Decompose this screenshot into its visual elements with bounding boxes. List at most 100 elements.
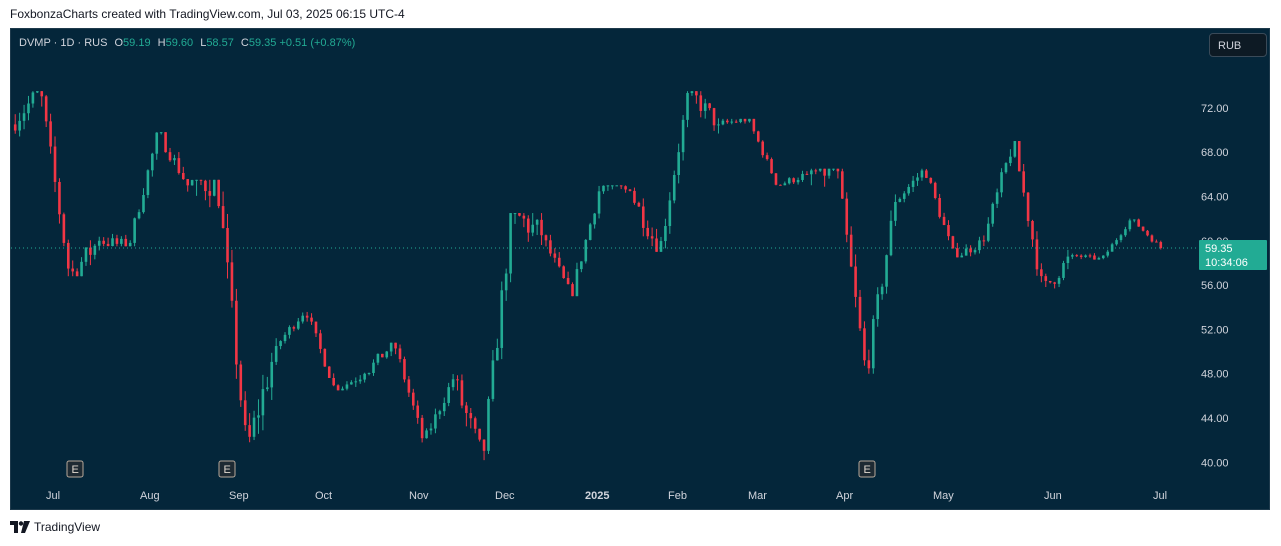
earnings-marker[interactable]: E (858, 460, 876, 478)
candle-body (208, 191, 212, 196)
candle-body (367, 373, 371, 375)
candle-body (195, 179, 198, 181)
candle-body (111, 238, 114, 247)
candle-body (787, 178, 791, 184)
candle-body (1141, 226, 1145, 231)
candle-body (557, 257, 561, 267)
candle-body (385, 351, 389, 358)
y-tick-label: 64.00 (1201, 191, 1229, 203)
earnings-marker[interactable]: E (218, 460, 236, 478)
candle-body (810, 170, 813, 175)
candle-body (403, 359, 406, 380)
candle-body (84, 247, 88, 262)
candle-body (394, 342, 397, 349)
candle-body (677, 152, 680, 176)
x-tick-label: Apr (836, 490, 853, 502)
candle-body (389, 342, 393, 352)
candle-body (774, 173, 778, 185)
candle-body (628, 189, 632, 191)
candle-body (721, 120, 725, 125)
candle-body (252, 417, 256, 437)
candle-body (18, 120, 21, 131)
candle-body (925, 170, 928, 178)
symbol-label[interactable]: DVMP · 1D · RUS (19, 37, 108, 49)
candle-body (717, 124, 720, 126)
low-label: L (200, 37, 207, 49)
candle-body (296, 321, 300, 329)
candle-body (1040, 269, 1043, 277)
y-tick-label: 48.00 (1201, 369, 1229, 381)
x-tick-label: May (933, 490, 954, 502)
candle-body (681, 119, 685, 153)
candle-body (80, 261, 83, 277)
candle-body (257, 415, 260, 418)
candle-body (513, 213, 517, 215)
candle-body (146, 170, 150, 196)
candle-body (876, 294, 880, 320)
candlestick-chart[interactable]: 72.0068.0064.0060.0056.0052.0048.0044.00… (11, 29, 1269, 509)
candle-body (672, 175, 676, 201)
candle-body (1022, 171, 1025, 193)
candle-body (442, 402, 446, 412)
candle-body (22, 113, 26, 121)
candle-body (606, 185, 610, 187)
candle-body (818, 168, 822, 171)
footer: TradingView (10, 520, 100, 534)
x-tick-label: Jun (1044, 490, 1062, 502)
candle-body (487, 398, 490, 451)
x-tick-label: Mar (748, 490, 767, 502)
candle-body (115, 238, 119, 244)
candle-body (1000, 172, 1003, 193)
candle-body (1155, 241, 1158, 243)
candle-body (451, 379, 455, 388)
candle-body (266, 387, 269, 390)
currency-button[interactable]: RUB (1209, 33, 1267, 57)
candle-body (726, 120, 729, 123)
candle-body (438, 411, 442, 415)
candle-body (518, 213, 521, 216)
candle-body (301, 315, 305, 322)
candle-body (690, 91, 694, 94)
candle-body (1066, 256, 1070, 264)
candle-body (535, 219, 539, 225)
candle-body (71, 268, 75, 272)
candle-body (597, 191, 601, 214)
x-tick-label: Aug (140, 490, 160, 502)
y-tick-label: 44.00 (1201, 413, 1229, 425)
candle-body (425, 430, 428, 439)
candle-body (75, 271, 79, 277)
tradingview-logo-icon (10, 521, 30, 533)
candle-body (283, 334, 287, 342)
y-tick-label: 72.00 (1201, 103, 1229, 115)
candle-body (633, 190, 636, 203)
candle-body (1071, 255, 1074, 257)
candle-body (739, 118, 742, 123)
footer-brand[interactable]: TradingView (34, 520, 101, 534)
candle-body (261, 389, 265, 416)
chart-frame[interactable]: 72.0068.0064.0060.0056.0052.0048.0044.00… (10, 28, 1270, 510)
candle-body (624, 186, 627, 190)
candle-body (212, 179, 216, 196)
candle-body (66, 242, 70, 269)
close-label: C (240, 37, 249, 49)
candle-body (1137, 219, 1140, 227)
candle-body (434, 414, 437, 429)
candle-body (478, 428, 481, 440)
candle-body (748, 118, 751, 122)
candle-body (531, 224, 535, 233)
candle-body (186, 179, 190, 186)
candle-body (991, 203, 995, 224)
candle-body (155, 132, 159, 154)
earnings-marker[interactable]: E (66, 460, 84, 478)
candle-body (319, 333, 322, 349)
candle-body (93, 245, 97, 255)
candle-body (381, 353, 384, 358)
candle-body (1088, 255, 1092, 257)
high-label: H (157, 37, 166, 49)
candle-body (274, 346, 278, 362)
candle-body (89, 247, 92, 255)
candle-body (1026, 192, 1030, 222)
price-tag: 59.35 10:34:06 (1199, 239, 1267, 270)
candle-body (102, 240, 105, 244)
candle-body (898, 198, 902, 202)
